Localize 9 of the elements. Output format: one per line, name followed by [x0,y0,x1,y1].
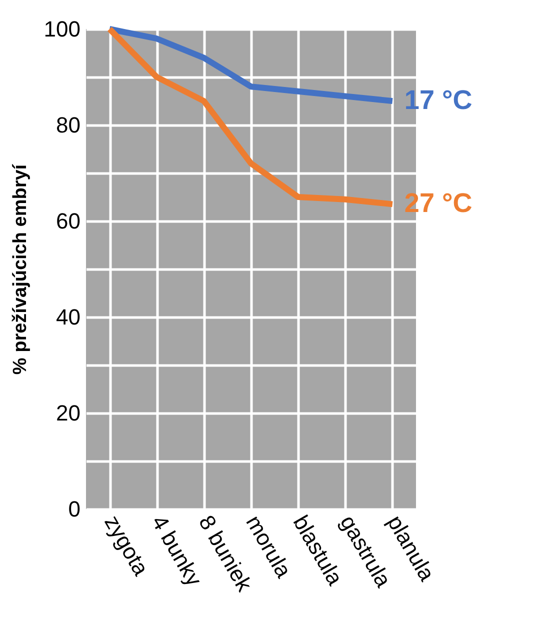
y-tick-label: 40 [56,304,80,330]
y-tick-label: 60 [56,208,80,234]
y-tick-label: 20 [56,400,80,426]
y-tick-label: 80 [56,112,80,138]
y-tick-label: 100 [44,16,80,42]
series-label: 27 °C [404,188,472,218]
y-axis-title: % prežívajúcich embryí [10,164,31,375]
series-label: 17 °C [404,85,472,115]
y-tick-label: 0 [68,496,80,522]
